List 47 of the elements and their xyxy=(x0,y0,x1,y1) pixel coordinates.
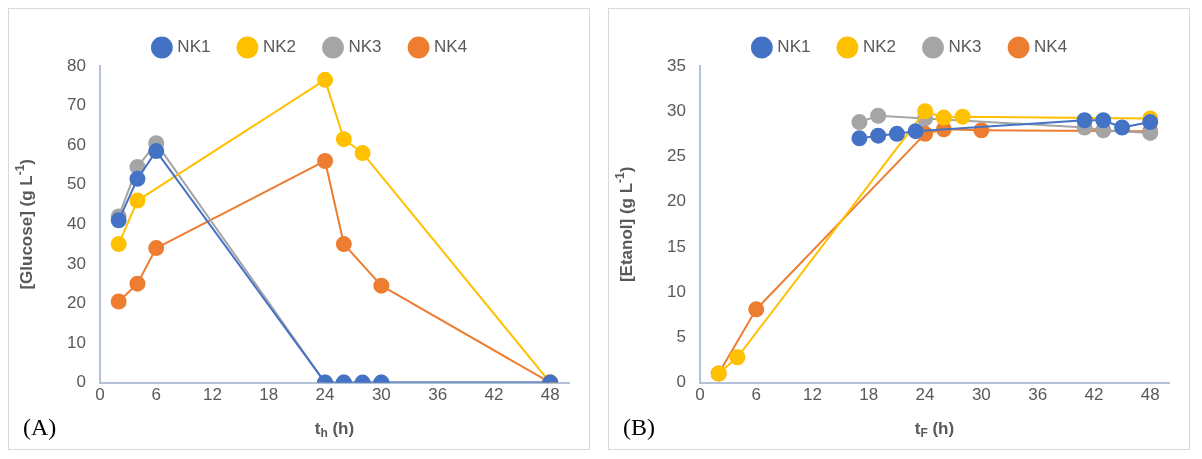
legend-label: NK1 xyxy=(177,37,211,57)
x-tick-label: 6 xyxy=(151,385,161,405)
y-tick-label: 40 xyxy=(66,213,86,233)
text: (B) xyxy=(623,414,655,441)
y-tick-label: 70 xyxy=(66,95,86,115)
y-tick-label: 20 xyxy=(66,293,86,313)
x-tick-label: 36 xyxy=(1028,385,1048,405)
y-tick-label: 10 xyxy=(66,332,86,352)
y-tick-label: 10 xyxy=(666,281,686,301)
x-tick-label: 30 xyxy=(371,385,391,405)
x-tick-label: 0 xyxy=(95,385,105,405)
y-tick-label: 20 xyxy=(666,191,686,211)
y-tick-label: 50 xyxy=(66,174,86,194)
legend-label: NK3 xyxy=(948,37,982,57)
legend-label: NK2 xyxy=(262,37,297,57)
x-tick-label: 48 xyxy=(540,385,560,405)
x-tick-label: 36 xyxy=(428,385,448,405)
x-tick-label: 0 xyxy=(695,385,705,405)
y-tick-label: 0 xyxy=(676,372,686,392)
x-tick-label: 42 xyxy=(484,385,504,405)
legend-label: NK4 xyxy=(434,37,468,57)
x-tick-label: 42 xyxy=(1084,385,1104,405)
y-tick-label: 60 xyxy=(66,134,86,154)
legend-label: NK4 xyxy=(1034,37,1068,57)
y-tick-label: 30 xyxy=(66,253,86,273)
x-tick-label: 18 xyxy=(859,385,879,405)
y-axis-title: [Etanol] (g L-1) xyxy=(613,166,636,283)
y-tick-label: 25 xyxy=(666,146,686,166)
y-tick-label: 0 xyxy=(76,372,86,392)
legend-label: NK3 xyxy=(348,37,382,57)
y-tick-label: 30 xyxy=(666,100,686,120)
legend-label: NK1 xyxy=(777,37,811,57)
x-tick-label: 18 xyxy=(259,385,279,405)
text: (A) xyxy=(23,414,57,441)
x-tick-label: 48 xyxy=(1140,385,1160,405)
x-tick-label: 30 xyxy=(971,385,991,405)
y-axis-title: [Glucose] (g L-1) xyxy=(13,158,36,290)
x-tick-label: 12 xyxy=(803,385,822,405)
x-tick-label: 12 xyxy=(203,385,222,405)
y-tick-label: 35 xyxy=(666,55,686,75)
x-tick-label: 24 xyxy=(915,385,935,405)
y-tick-label: 5 xyxy=(676,327,686,347)
y-tick-label: 15 xyxy=(666,236,686,256)
x-tick-label: 24 xyxy=(315,385,335,405)
y-tick-label: 80 xyxy=(66,55,86,75)
legend-label: NK2 xyxy=(862,37,897,57)
x-tick-label: 6 xyxy=(751,385,761,405)
